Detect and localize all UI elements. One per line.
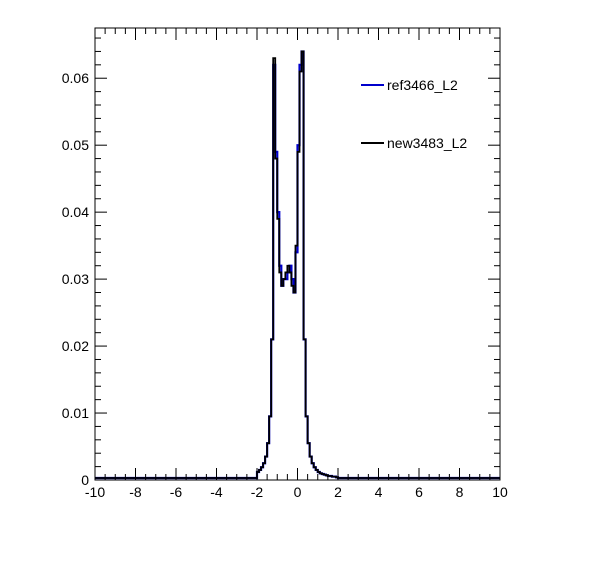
x-tick-label: -8 bbox=[129, 484, 142, 500]
x-tick-label: 8 bbox=[456, 484, 464, 500]
x-tick-label: 2 bbox=[334, 484, 342, 500]
x-tick-label: -10 bbox=[85, 484, 105, 500]
series-line-1 bbox=[95, 50, 500, 479]
y-tick-label: 0.04 bbox=[62, 204, 89, 220]
y-tick-label: 0.06 bbox=[62, 70, 89, 86]
y-tick-label: 0.01 bbox=[62, 405, 89, 421]
x-tick-label: 6 bbox=[415, 484, 423, 500]
x-tick-label: 10 bbox=[492, 484, 508, 500]
axis-layer: -10 -8 -6 -4 -2 0 2 4 6 8 10 0 0.01 0.02 0.03 0.04 0.05 0… bbox=[62, 28, 508, 500]
legend-label-1: new3483_L2 bbox=[387, 135, 467, 151]
x-tick-label: -4 bbox=[210, 484, 223, 500]
plot-frame bbox=[94, 27, 501, 481]
y-tick-label: 0.02 bbox=[62, 338, 89, 354]
x-tick-label: -6 bbox=[170, 484, 183, 500]
y-tick-label: 0.05 bbox=[62, 137, 89, 153]
series-layer bbox=[95, 50, 500, 480]
series-line-0 bbox=[95, 50, 500, 480]
x-tick-label: 0 bbox=[294, 484, 302, 500]
x-tick-label: -2 bbox=[251, 484, 264, 500]
legend-label-0: ref3466_L2 bbox=[387, 77, 458, 93]
legend: ref3466_L2 new3483_L2 bbox=[361, 77, 467, 151]
y-tick-label: 0 bbox=[81, 472, 89, 488]
x-tick-label: 4 bbox=[375, 484, 383, 500]
y-tick-label: 0.03 bbox=[62, 271, 89, 287]
